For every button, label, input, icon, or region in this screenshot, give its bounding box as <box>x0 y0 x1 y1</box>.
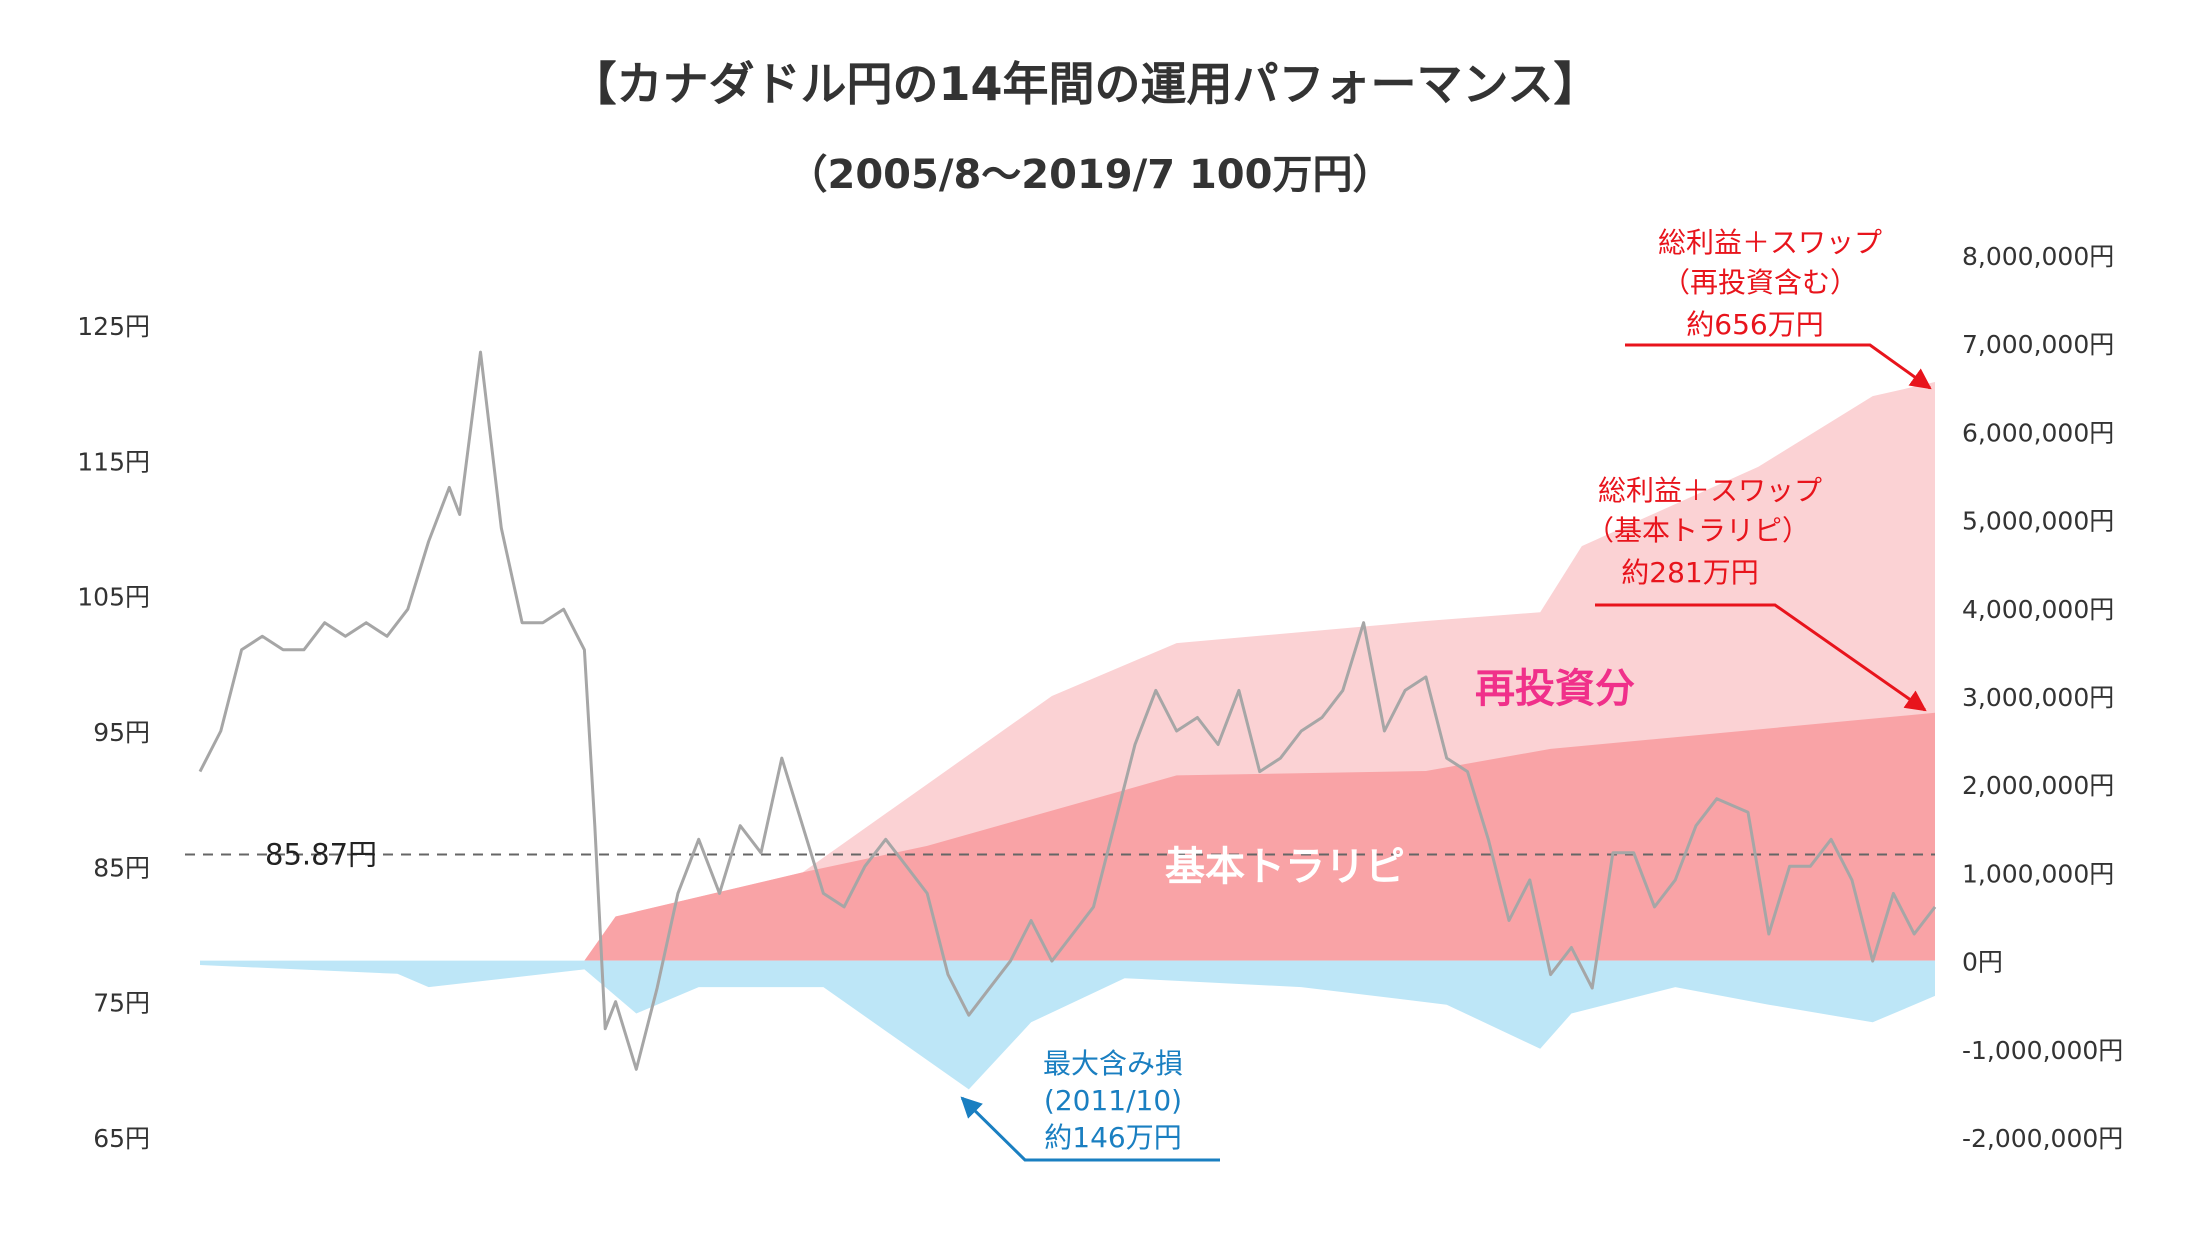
left-tick-label: 105円 <box>77 583 150 612</box>
price-line-layer <box>198 350 1937 1071</box>
right-tick-label: 2,000,000円 <box>1962 771 2114 800</box>
annotation-basic-line-3: 約281万円 <box>1621 556 1758 589</box>
right-tick-label: 5,000,000円 <box>1962 507 2114 536</box>
reinvest-area-label: 再投資分 <box>1475 666 1635 712</box>
left-axis: 125円 115円 105円 95円 85円 75円 65円 <box>77 312 150 1153</box>
right-tick-label: 6,000,000円 <box>1962 418 2114 447</box>
left-tick-label: 65円 <box>93 1124 150 1153</box>
right-axis: 8,000,000円 7,000,000円 6,000,000円 5,000,000円… <box>1962 242 2123 1153</box>
annotation-basic-arrow <box>1595 603 1927 712</box>
annotation-reinvest-line-2: （再投資含む） <box>1662 266 1858 299</box>
right-tick-label: -1,000,000円 <box>1962 1036 2123 1065</box>
annotation-loss-arrow <box>960 1096 1220 1162</box>
annotation-max-loss: 最大含み損 (2011/10) 約146万円 <box>960 1047 1220 1162</box>
right-tick-label: 1,000,000円 <box>1962 859 2114 888</box>
left-tick-label: 75円 <box>93 989 150 1018</box>
areas-layer <box>200 382 1935 1090</box>
reference-layer: 85.87円 <box>185 838 1935 872</box>
right-tick-label: 4,000,000円 <box>1962 595 2114 624</box>
annotation-reinvest-arrow <box>1625 343 1932 390</box>
chart-title: 【カナダドル円の14年間の運用パフォーマンス】 <box>570 57 1599 111</box>
right-tick-label: -2,000,000円 <box>1962 1124 2123 1153</box>
annotation-reinvest-line-3: 約656万円 <box>1686 308 1823 341</box>
loss-area <box>200 960 1935 1090</box>
left-tick-label: 115円 <box>77 447 150 476</box>
right-tick-label: 8,000,000円 <box>1962 242 2114 271</box>
right-tick-label: 7,000,000円 <box>1962 330 2114 359</box>
annotation-reinvest-line-1: 総利益＋スワップ <box>1658 226 1882 259</box>
reference-line-label: 85.87円 <box>265 838 377 872</box>
right-tick-label: 0円 <box>1962 948 2003 977</box>
annotation-basic-total: 総利益＋スワップ （基本トラリピ） 約281万円 <box>1586 474 1927 712</box>
price-line <box>198 350 1937 1071</box>
annotation-loss-line-3: 約146万円 <box>1044 1121 1181 1154</box>
chart-subtitle: （2005/8〜2019/7 100万円） <box>788 152 1393 198</box>
left-tick-label: 95円 <box>93 718 150 747</box>
annotation-basic-line-1: 総利益＋スワップ <box>1598 474 1822 507</box>
right-tick-label: 3,000,000円 <box>1962 683 2114 712</box>
left-tick-label: 125円 <box>77 312 150 341</box>
annotation-reinvest-total: 総利益＋スワップ （再投資含む） 約656万円 <box>1625 226 1932 390</box>
left-tick-label: 85円 <box>93 853 150 882</box>
basic-area <box>200 712 1935 961</box>
annotation-loss-line-1: 最大含み損 <box>1043 1047 1183 1080</box>
basic-area-label: 基本トラリピ <box>1165 844 1405 890</box>
annotation-basic-line-2: （基本トラリピ） <box>1586 514 1810 547</box>
annotation-loss-line-2: (2011/10) <box>1044 1084 1182 1117</box>
